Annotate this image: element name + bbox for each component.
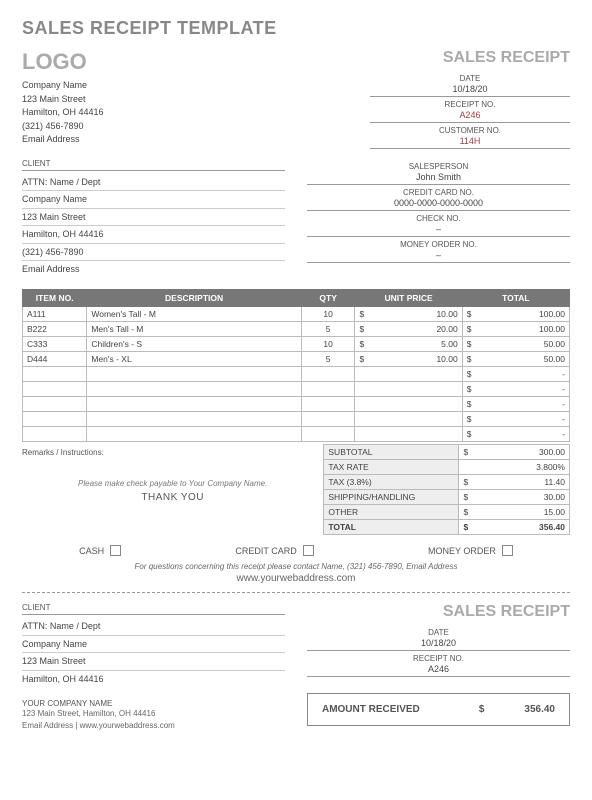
cash-checkbox[interactable] <box>110 545 121 556</box>
total-label: TOTAL <box>324 520 459 535</box>
other-label: OTHER <box>324 505 459 520</box>
money-order-label: MONEY ORDER <box>428 546 496 556</box>
stub-client-street: 123 Main Street <box>22 653 285 670</box>
client-city: Hamilton, OH 44416 <box>22 226 285 243</box>
your-company-line1: 123 Main Street, Hamilton, OH 44416 <box>22 708 285 720</box>
sales-fields: SALESPERSON John Smith CREDIT CARD NO. 0… <box>307 159 570 277</box>
contact-line: For questions concerning this receipt pl… <box>22 562 570 571</box>
credit-card-label: CREDIT CARD <box>235 546 296 556</box>
cc-value: 0000-0000-0000-0000 <box>307 197 570 211</box>
your-company-label: YOUR COMPANY NAME <box>22 699 285 708</box>
date-value: 10/18/20 <box>370 83 570 97</box>
your-company-block: YOUR COMPANY NAME 123 Main Street, Hamil… <box>22 699 285 732</box>
table-row: $- <box>23 397 570 412</box>
client-block: CLIENT ATTN: Name / Dept Company Name 12… <box>22 159 285 277</box>
mo-label: MONEY ORDER NO. <box>307 237 570 249</box>
payment-methods: CASH CREDIT CARD MONEY ORDER <box>22 545 570 556</box>
header-fields: DATE 10/18/20 RECEIPT NO. A246 CUSTOMER … <box>370 71 570 149</box>
remarks-label: Remarks / Instructions: <box>22 448 323 457</box>
taxrate-label: TAX RATE <box>324 460 459 475</box>
check-label: CHECK NO. <box>307 211 570 223</box>
table-row: A111Women's Tall - M10$10.00$100.00 <box>23 307 570 322</box>
totals-table: SUBTOTAL$300.00 TAX RATE3.800% TAX (3.8%… <box>323 444 570 535</box>
tax-label: TAX (3.8%) <box>324 475 459 490</box>
receipt-no-value: A246 <box>370 109 570 123</box>
stub-receipt-value: A246 <box>307 663 570 677</box>
th-description: DESCRIPTION <box>87 290 302 307</box>
table-row: $- <box>23 412 570 427</box>
company-name: Company Name <box>22 79 104 93</box>
check-value: – <box>307 223 570 237</box>
table-row: $- <box>23 427 570 442</box>
th-unit-price: UNIT PRICE <box>355 290 462 307</box>
stub-date-label: DATE <box>307 625 570 637</box>
items-table: ITEM NO. DESCRIPTION QTY UNIT PRICE TOTA… <box>22 289 570 442</box>
credit-card-checkbox[interactable] <box>303 545 314 556</box>
amount-symbol: $ <box>479 704 485 715</box>
table-row: $- <box>23 367 570 382</box>
table-row: $- <box>23 382 570 397</box>
subtotal-value: $300.00 <box>459 445 570 460</box>
company-email: Email Address <box>22 133 104 147</box>
amount-value: 356.40 <box>524 704 555 715</box>
table-row: C333Children's - S10$5.00$50.00 <box>23 337 570 352</box>
stub-client-city: Hamilton, OH 44416 <box>22 671 285 687</box>
salesperson-value: John Smith <box>307 171 570 185</box>
company-street: 123 Main Street <box>22 93 104 107</box>
your-company-line2: Email Address | www.yourwebaddress.com <box>22 720 285 732</box>
client-attn: ATTN: Name / Dept <box>22 174 285 191</box>
sales-receipt-heading: SALES RECEIPT <box>370 49 570 67</box>
company-block: Company Name 123 Main Street Hamilton, O… <box>22 79 104 147</box>
page-title: SALES RECEIPT TEMPLATE <box>22 18 570 39</box>
stub-client-attn: ATTN: Name / Dept <box>22 618 285 635</box>
date-label: DATE <box>370 71 570 83</box>
taxrate-value: 3.800% <box>459 460 570 475</box>
logo-placeholder: LOGO <box>22 49 104 75</box>
cc-label: CREDIT CARD NO. <box>307 185 570 197</box>
ship-value: $30.00 <box>459 490 570 505</box>
stub-date-value: 10/18/20 <box>307 637 570 651</box>
other-value: $15.00 <box>459 505 570 520</box>
company-city: Hamilton, OH 44416 <box>22 106 104 120</box>
customer-no-label: CUSTOMER NO. <box>370 123 570 135</box>
web-address: www.yourwebaddress.com <box>22 573 570 584</box>
ship-label: SHIPPING/HANDLING <box>324 490 459 505</box>
stub-client-name: Company Name <box>22 636 285 653</box>
amount-received-label: AMOUNT RECEIVED <box>322 704 420 715</box>
cash-label: CASH <box>79 546 104 556</box>
mo-value: – <box>307 249 570 263</box>
th-qty: QTY <box>301 290 355 307</box>
customer-no-value: 114H <box>370 135 570 149</box>
client-label: CLIENT <box>22 159 285 171</box>
subtotal-label: SUBTOTAL <box>324 445 459 460</box>
receipt-no-label: RECEIPT NO. <box>370 97 570 109</box>
tax-value: $11.40 <box>459 475 570 490</box>
money-order-checkbox[interactable] <box>502 545 513 556</box>
client-email: Email Address <box>22 261 285 277</box>
client-name: Company Name <box>22 191 285 208</box>
tear-line <box>22 592 570 593</box>
stub-receipt-label: RECEIPT NO. <box>307 651 570 663</box>
payable-text: Please make check payable to Your Compan… <box>22 479 323 488</box>
th-total: TOTAL <box>462 290 569 307</box>
client-phone: (321) 456-7890 <box>22 244 285 261</box>
salesperson-label: SALESPERSON <box>307 159 570 171</box>
amount-received-box: AMOUNT RECEIVED $ 356.40 <box>307 693 570 726</box>
table-row: D444Men's - XL5$10.00$50.00 <box>23 352 570 367</box>
thank-you: THANK YOU <box>22 492 323 503</box>
client-street: 123 Main Street <box>22 209 285 226</box>
total-value: $356.40 <box>459 520 570 535</box>
table-row: B222Men's Tall - M5$20.00$100.00 <box>23 322 570 337</box>
stub-sales-receipt-heading: SALES RECEIPT <box>307 603 570 621</box>
company-phone: (321) 456-7890 <box>22 120 104 134</box>
th-item-no: ITEM NO. <box>23 290 87 307</box>
stub-client-label: CLIENT <box>22 603 285 615</box>
